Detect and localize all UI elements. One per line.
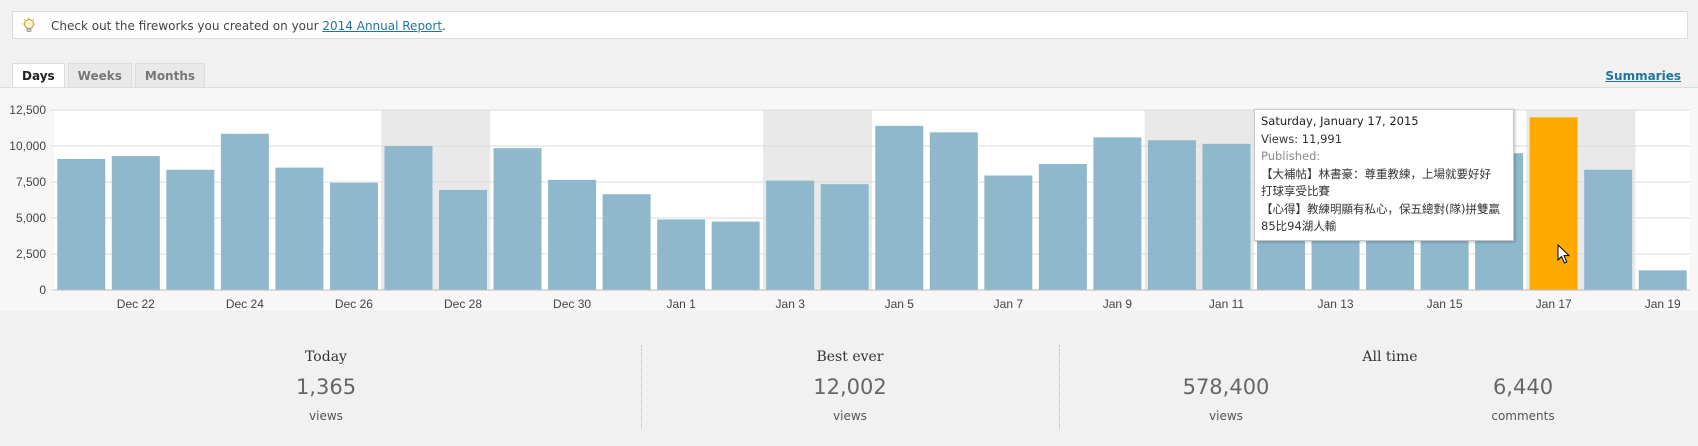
stat-best-label: Best ever <box>816 349 884 365</box>
stat-all-time-comments: 6,440 comments <box>1423 349 1623 423</box>
stat-today-value: 1,365 <box>295 375 357 399</box>
y-tick-label: 0 <box>39 283 46 297</box>
y-tick-label: 7,500 <box>16 175 46 189</box>
notice-text: Check out the fireworks you created on y… <box>51 12 446 40</box>
bar-jan-3 <box>766 180 815 290</box>
bar-jan-11 <box>1202 143 1251 290</box>
stat-best-value: 12,002 <box>813 375 887 399</box>
bar-dec-30 <box>548 179 597 290</box>
bar-jan-6 <box>929 132 978 290</box>
stat-today-label: Today <box>305 349 347 365</box>
stat-all-time-comments-unit: comments <box>1491 409 1555 423</box>
bar-jan-10 <box>1147 140 1196 290</box>
bar-dec-28 <box>439 189 487 290</box>
x-tick-label: Dec 24 <box>226 297 264 311</box>
bar-dec-31 <box>602 194 651 290</box>
x-tick-label: Jan 13 <box>1318 297 1354 311</box>
period-tabs: Days Weeks Months <box>12 63 208 89</box>
bar-dec-23 <box>166 169 215 290</box>
bar-dec-27 <box>384 146 433 290</box>
bar-jan-1 <box>657 219 706 290</box>
bar-jan-4 <box>820 184 869 290</box>
bar-jan-7 <box>984 175 1033 290</box>
stat-best-unit: views <box>833 409 867 423</box>
tooltip-date: Saturday, January 17, 2015 <box>1261 114 1419 128</box>
x-tick-label: Jan 15 <box>1427 297 1463 311</box>
x-tick-label: Dec 26 <box>335 297 373 311</box>
bar-dec-22 <box>111 156 160 290</box>
stat-today: Today 1,365 views <box>226 349 426 423</box>
x-tick-label: Jan 3 <box>776 297 806 311</box>
y-tick-label: 12,500 <box>9 103 46 117</box>
y-tick-label: 5,000 <box>16 211 46 225</box>
stats-divider <box>641 345 642 429</box>
x-tick-label: Dec 22 <box>117 297 155 311</box>
bar-jan-18 <box>1584 169 1633 290</box>
tooltip-published-label: Published: <box>1261 149 1321 163</box>
tooltip-views: Views: 11,991 <box>1261 131 1343 146</box>
stats-divider <box>1059 345 1060 429</box>
notice-text-after: . <box>442 19 446 33</box>
stat-all-time-views-value: 578,400 <box>1182 375 1270 399</box>
stat-all-time-comments-value: 6,440 <box>1492 375 1554 399</box>
bar-dec-26 <box>329 182 378 290</box>
bar-dec-29 <box>493 148 542 290</box>
x-tick-label: Jan 7 <box>994 297 1024 311</box>
x-tick-label: Jan 19 <box>1645 297 1681 311</box>
tooltip-post-1-line-1: 【大補帖】林書豪：尊重教練，上場就要好好 <box>1261 166 1491 181</box>
bar-jan-17 <box>1529 117 1578 291</box>
tab-months[interactable]: Months <box>134 63 206 88</box>
tooltip-post-2-line-1: 【心得】教練明顯有私心，保五總對(隊)拼雙贏 <box>1261 201 1500 216</box>
stat-all-time-views-unit: views <box>1209 409 1243 423</box>
x-tick-label: Jan 9 <box>1103 297 1133 311</box>
notice-text-before: Check out the fireworks you created on y… <box>51 19 323 33</box>
stat-best-ever: Best ever 12,002 views <box>750 349 950 423</box>
annual-report-notice: Check out the fireworks you created on y… <box>12 11 1688 39</box>
stat-all-time-views: 578,400 views <box>1126 349 1326 423</box>
x-tick-label: Dec 28 <box>444 297 482 311</box>
x-tick-label: Jan 1 <box>666 297 696 311</box>
bar-dec-21 <box>57 158 106 290</box>
bar-dec-24 <box>220 133 269 290</box>
tooltip-post-1-line-2: 打球享受比賽 <box>1261 184 1330 198</box>
bar-jan-9 <box>1093 137 1142 290</box>
bar-jan-19 <box>1638 270 1687 290</box>
annual-report-link[interactable]: 2014 Annual Report <box>322 19 443 33</box>
bar-jan-5 <box>875 125 924 290</box>
bar-jan-2 <box>711 221 760 290</box>
x-tick-label: Dec 30 <box>553 297 591 311</box>
mouse-pointer-icon <box>1557 244 1571 264</box>
bar-dec-25 <box>275 167 324 290</box>
stat-all-time-label: All time <box>1362 349 1418 365</box>
y-tick-label: 2,500 <box>16 247 46 261</box>
bar-jan-8 <box>1038 164 1087 290</box>
tab-weeks[interactable]: Weeks <box>67 63 132 88</box>
stat-today-unit: views <box>309 409 343 423</box>
tab-days[interactable]: Days <box>12 63 65 89</box>
summaries-link[interactable]: Summaries <box>1605 69 1681 83</box>
stat-all-time-header: All time <box>1290 349 1490 365</box>
y-tick-label: 10,000 <box>9 139 46 153</box>
chart-tooltip: Saturday, January 17, 2015 Views: 11,991… <box>1254 109 1514 241</box>
lightbulb-icon <box>22 17 36 32</box>
tooltip-post-2-line-2: 85比94湖人輸 <box>1261 219 1337 233</box>
x-tick-label: Jan 11 <box>1209 297 1244 311</box>
x-tick-label: Jan 17 <box>1536 297 1572 311</box>
x-tick-label: Jan 5 <box>885 297 915 311</box>
